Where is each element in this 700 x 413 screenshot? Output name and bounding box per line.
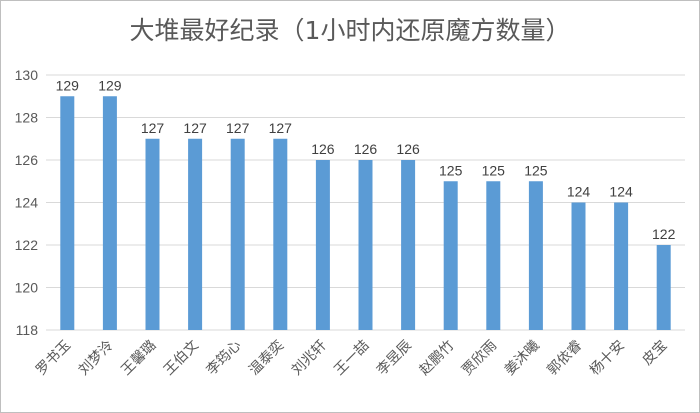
x-tick-label: 李昱辰 xyxy=(374,338,415,379)
data-label: 125 xyxy=(524,162,548,178)
data-label: 127 xyxy=(226,120,250,136)
bar xyxy=(528,181,543,330)
bar xyxy=(315,160,330,330)
bar xyxy=(358,160,373,330)
x-tick-label: 赵鹏竹 xyxy=(417,338,458,379)
bar xyxy=(401,160,416,330)
x-tick-label: 郭依睿 xyxy=(544,337,586,379)
chart-title: 大堆最好纪录（1小时内还原魔方数量） xyxy=(130,16,571,45)
y-tick-label: 126 xyxy=(15,152,39,168)
bar xyxy=(486,181,501,330)
x-tick-label: 刘梦泠 xyxy=(76,338,117,379)
data-label: 124 xyxy=(567,184,591,200)
data-label: 129 xyxy=(98,77,122,93)
x-tick-label: 温泰奕 xyxy=(246,338,287,379)
x-tick-label: 杨十安 xyxy=(587,338,628,379)
bar xyxy=(145,138,160,330)
bar xyxy=(273,138,288,330)
y-tick-label: 120 xyxy=(15,280,39,296)
y-tick-label: 124 xyxy=(15,195,39,211)
x-tick-label: 贾欣雨 xyxy=(459,338,500,379)
x-tick-label: 王伯文 xyxy=(161,338,202,379)
data-label: 126 xyxy=(396,141,420,157)
bar xyxy=(188,138,203,330)
bar xyxy=(102,96,117,330)
x-tick-label: 罗书玉 xyxy=(33,338,74,379)
data-labels: 129 129 127 127 127 127 126 126 126 125 125 125 124 1… xyxy=(56,77,676,242)
y-tick-label: 128 xyxy=(15,110,39,126)
y-axis-ticks: 118 120 122 124 126 128 130 xyxy=(15,67,39,338)
bar xyxy=(60,96,75,330)
y-tick-label: 130 xyxy=(15,67,39,83)
x-axis-ticks: 罗书玉 刘梦泠 王馨璐 王伯文 李筠心 温泰奕 刘兆轩 王一喆 李昱辰 赵鹏竹 贾欣雨 姜沐曦 郭依睿杨… xyxy=(33,337,670,379)
x-tick-label: 王馨璐 xyxy=(118,338,159,379)
data-label: 127 xyxy=(269,120,293,136)
x-tick-label: 姜沐曦 xyxy=(502,338,543,379)
bar xyxy=(571,202,586,330)
data-label: 127 xyxy=(141,120,165,136)
bar xyxy=(656,245,671,330)
bar xyxy=(443,181,458,330)
data-label: 127 xyxy=(183,120,207,136)
data-label: 126 xyxy=(354,141,378,157)
data-label: 125 xyxy=(439,162,463,178)
data-label: 125 xyxy=(482,162,506,178)
data-label: 129 xyxy=(56,77,80,93)
data-label: 124 xyxy=(609,184,633,200)
bar xyxy=(614,202,629,330)
x-tick-label: 李筠心 xyxy=(203,337,245,379)
x-tick-label: 刘兆轩 xyxy=(289,338,330,379)
data-label: 126 xyxy=(311,141,335,157)
x-tick-label: 王一喆 xyxy=(331,338,372,379)
bar xyxy=(230,138,245,330)
y-tick-label: 122 xyxy=(15,237,39,253)
bars xyxy=(60,96,671,330)
x-tick-label: 皮宝 xyxy=(639,338,670,369)
y-tick-label: 118 xyxy=(16,322,39,338)
data-label: 122 xyxy=(652,226,676,242)
